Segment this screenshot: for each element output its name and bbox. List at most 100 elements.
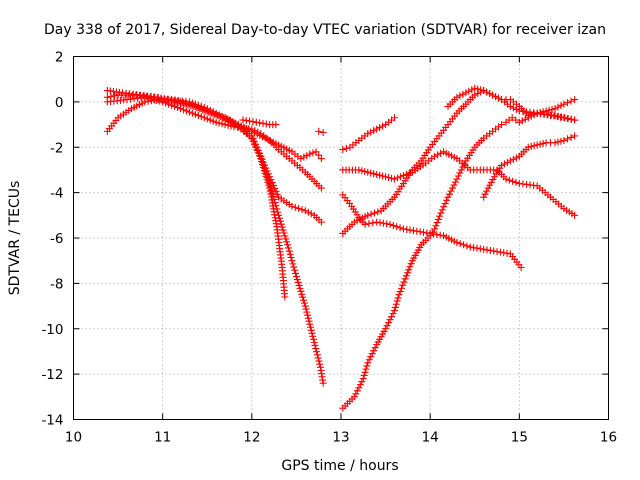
data-point (307, 210, 315, 218)
data-point (462, 89, 470, 97)
data-point (367, 128, 375, 136)
data-point (530, 142, 538, 150)
data-point (355, 166, 363, 174)
data-point (182, 107, 190, 115)
data-point (272, 121, 280, 129)
data-point (370, 127, 378, 135)
y-tick-label: 2 (55, 50, 64, 66)
data-point (547, 111, 555, 119)
data-point (251, 140, 259, 148)
data-point (364, 168, 372, 176)
data-point (551, 139, 559, 147)
data-point (294, 278, 302, 286)
data-point (365, 356, 373, 364)
data-point (536, 140, 544, 148)
data-point (393, 297, 401, 305)
data-point (259, 158, 267, 166)
data-point (466, 243, 474, 251)
data-point (359, 375, 367, 383)
series-sat-e (221, 116, 325, 163)
data-point (272, 187, 280, 195)
data-point (505, 176, 513, 184)
data-point (527, 111, 535, 119)
data-point (193, 104, 201, 112)
data-point (305, 317, 313, 325)
data-point (386, 316, 394, 324)
data-point (476, 245, 484, 253)
data-point (431, 152, 439, 160)
data-point (407, 260, 415, 268)
series-sat-n (480, 132, 579, 201)
data-point (468, 86, 476, 94)
data-point (495, 94, 503, 102)
data-point (287, 254, 295, 262)
data-point (374, 208, 382, 216)
y-tick-label: -8 (50, 276, 63, 292)
data-point (313, 351, 321, 359)
data-point (284, 244, 292, 252)
data-point (358, 378, 366, 386)
data-point (221, 116, 229, 124)
data-point (395, 291, 403, 299)
data-point (369, 219, 377, 227)
data-point (227, 122, 235, 130)
data-point (200, 114, 208, 122)
data-point (396, 173, 404, 181)
data-point (252, 143, 260, 151)
data-point (284, 241, 291, 249)
series-sat-f (239, 116, 280, 129)
data-point (506, 102, 514, 110)
data-point (533, 141, 541, 149)
data-point (399, 281, 407, 289)
data-point (111, 92, 119, 100)
data-point (304, 314, 312, 322)
data-point (179, 106, 187, 114)
data-point (317, 155, 325, 163)
data-point (166, 96, 174, 104)
data-point (459, 90, 467, 98)
data-point (254, 146, 262, 154)
data-point (281, 293, 289, 301)
data-point (215, 119, 223, 127)
data-point (297, 287, 305, 295)
chart-title: Day 338 of 2017, Sidereal Day-to-day VTE… (44, 22, 606, 38)
data-point (437, 209, 445, 217)
y-tick-label: -2 (50, 140, 63, 156)
data-point (563, 115, 571, 123)
data-point (306, 320, 314, 328)
data-point (515, 118, 523, 126)
data-point (181, 100, 189, 108)
data-point (301, 207, 309, 215)
data-point (162, 99, 170, 107)
data-point (317, 218, 325, 226)
data-point (361, 167, 369, 175)
data-point (307, 323, 315, 331)
data-point (550, 112, 558, 120)
data-point (521, 115, 529, 123)
data-point (492, 93, 500, 101)
data-point (228, 118, 236, 126)
data-point (373, 218, 381, 226)
data-point (416, 228, 424, 236)
data-point (154, 93, 162, 101)
data-point (184, 101, 192, 109)
data-point (551, 105, 559, 113)
data-point (358, 167, 366, 175)
data-point (463, 242, 471, 250)
data-point (460, 241, 468, 249)
data-point (382, 173, 390, 181)
data-point (356, 381, 364, 389)
data-point (400, 278, 408, 286)
data-point (239, 116, 247, 124)
data-point (309, 332, 317, 340)
data-point (177, 105, 184, 113)
data-point (309, 149, 317, 157)
data-point (304, 208, 312, 216)
data-point (454, 172, 462, 180)
data-point (451, 178, 459, 186)
data-point (517, 263, 525, 271)
data-point (419, 228, 427, 236)
data-point (297, 155, 305, 163)
data-point (486, 246, 494, 254)
data-point (483, 88, 491, 96)
